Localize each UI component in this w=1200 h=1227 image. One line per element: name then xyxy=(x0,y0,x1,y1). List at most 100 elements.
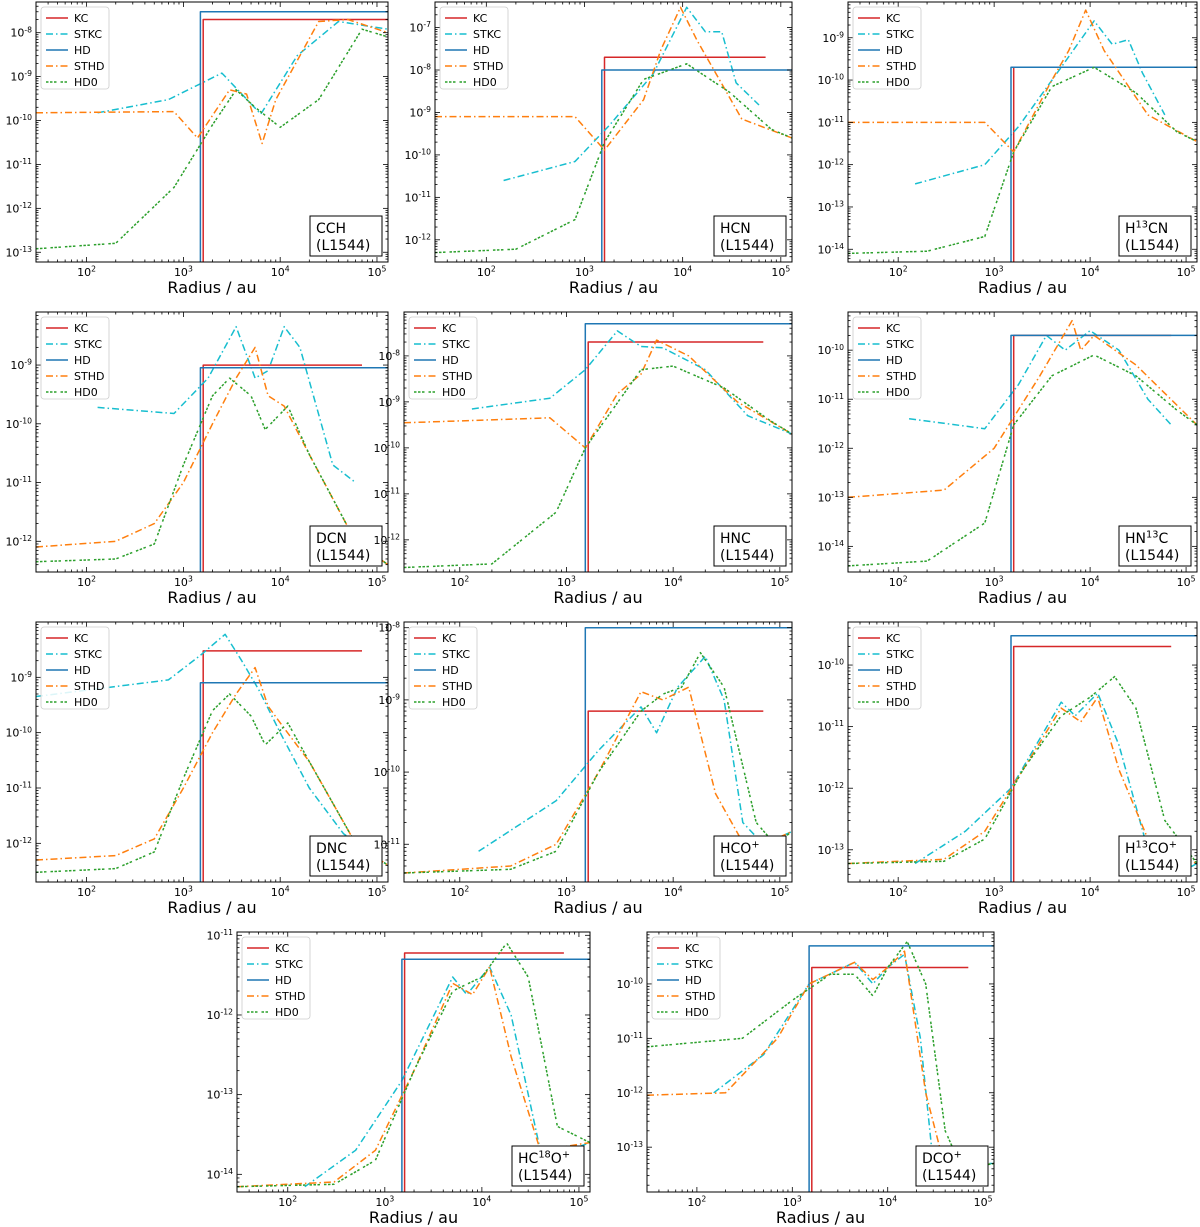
y-tick-label: 10-12​ xyxy=(817,157,844,171)
x-axis-label: Radius / au xyxy=(167,278,256,297)
y-tick-label: 10-13​ xyxy=(817,490,844,504)
y-tick-label: 10-11​ xyxy=(373,837,400,851)
x-tick-label: 104​ xyxy=(271,575,290,589)
x-tick-label: 103​ xyxy=(985,885,1004,899)
legend-label-hd: HD xyxy=(74,354,91,367)
x-tick-label: 105​ xyxy=(1177,265,1196,279)
series-line-hd xyxy=(1010,334,1197,572)
legend-label-kc: KC xyxy=(275,942,290,955)
x-tick-label: 105​ xyxy=(770,575,789,589)
legend-label-kc: KC xyxy=(886,632,901,645)
x-tick-label: 105​ xyxy=(771,265,790,279)
legend-label-hd: HD xyxy=(442,664,459,677)
x-tick-label: 103​ xyxy=(174,575,193,589)
molecule-name: HNC xyxy=(720,531,751,547)
molecule-badge: H13​CO+​(L1544) xyxy=(1118,835,1192,877)
x-tick-label: 103​ xyxy=(174,885,193,899)
y-tick-label: 10-12​ xyxy=(5,201,32,215)
y-tick-label: 10-13​ xyxy=(206,1087,233,1101)
series-group xyxy=(647,940,994,1192)
series-line-kc xyxy=(811,966,969,1192)
molecule-badge: DCN(L1544) xyxy=(309,525,383,567)
source-name: (L1544) xyxy=(720,858,774,874)
x-axis-label: Radius / au xyxy=(978,898,1067,917)
x-tick-label: 105​ xyxy=(368,885,387,899)
x-tick-label: 103​ xyxy=(985,575,1004,589)
legend-label-sthd: STHD xyxy=(442,370,472,383)
x-axis-label: Radius / au xyxy=(369,1208,458,1227)
series-line-stkc xyxy=(713,953,994,1165)
axes-frame xyxy=(35,311,389,573)
series-line-kc xyxy=(603,56,766,262)
x-tick-label: 105​ xyxy=(368,575,387,589)
legend-label-sthd: STHD xyxy=(74,680,104,693)
x-tick-label: 103​ xyxy=(174,265,193,279)
source-name: (L1544) xyxy=(316,548,370,564)
x-tick-label: 104​ xyxy=(271,885,290,899)
series-line-stkc xyxy=(471,330,792,435)
legend-label-hd: HD xyxy=(886,354,903,367)
x-axis-label: Radius / au xyxy=(167,898,256,917)
axes-frame xyxy=(403,311,793,573)
x-tick-label: 102​ xyxy=(450,885,469,899)
y-tick-label: 10-11​ xyxy=(5,781,32,795)
x-axis-label: Radius / au xyxy=(978,278,1067,297)
molecule-name: DCN xyxy=(316,531,347,547)
series-line-stkc xyxy=(914,692,1197,876)
legend-label-kc: KC xyxy=(685,942,700,955)
series-line-sthd xyxy=(36,18,388,145)
molecule-badge: H13​CN(L1544) xyxy=(1118,215,1192,257)
y-tick-label: 10-7​ xyxy=(409,20,431,34)
source-name: (L1544) xyxy=(1125,858,1179,874)
axes-frame xyxy=(847,621,1198,883)
y-tick-label: 10-12​ xyxy=(817,441,844,455)
series-line-stkc xyxy=(36,633,388,866)
legend: KC STKC HD STHD HD0 xyxy=(852,6,922,90)
panel-10: 102​ 103​ 104​ 105​ 10-14​ 10-13​ 10-12​ 10-11​… xyxy=(206,928,591,1227)
legend-label-kc: KC xyxy=(473,12,488,25)
x-tick-label: 105​ xyxy=(368,265,387,279)
y-tick-label: 10-9​ xyxy=(10,69,32,83)
y-tick-label: 10-11​ xyxy=(817,392,844,406)
series-line-hd xyxy=(808,945,994,1192)
x-axis-label: Radius / au xyxy=(776,1208,865,1227)
x-tick-label: 104​ xyxy=(664,575,683,589)
legend-label-stkc: STKC xyxy=(886,338,914,351)
legend: KC STKC HD STHD HD0 xyxy=(408,316,478,400)
source-name: (L1544) xyxy=(1125,548,1179,564)
y-tick-label: 10-14​ xyxy=(206,1167,233,1181)
series-line-hd0 xyxy=(404,651,792,874)
legend-label-stkc: STKC xyxy=(886,648,914,661)
molecule-badge: CCH(L1544) xyxy=(309,215,383,257)
molecule-badge: HC18​O+​(L1544) xyxy=(511,1145,585,1187)
x-tick-label: 104​ xyxy=(1081,575,1100,589)
series-line-kc xyxy=(202,18,388,262)
legend: KC STKC HD STHD HD0 xyxy=(40,316,110,400)
y-tick-label: 10-12​ xyxy=(206,1008,233,1022)
series-line-hd xyxy=(401,958,590,1192)
panel-7: 102​ 103​ 104​ 105​ 10-12​ 10-11​ 10-10​ 10-9​ R… xyxy=(5,621,389,917)
molecule-name: HCO+​ xyxy=(720,839,760,857)
axes-frame xyxy=(403,621,793,883)
series-line-sthd xyxy=(848,319,1197,499)
y-tick-label: 10-10​ xyxy=(5,725,32,739)
series-line-sthd xyxy=(36,346,388,566)
molecule-badge: HCO+​(L1544) xyxy=(713,835,787,877)
legend-label-hd0: HD0 xyxy=(442,696,466,709)
x-tick-label: 105​ xyxy=(1177,885,1196,899)
x-axis-label: Radius / au xyxy=(978,588,1067,607)
y-tick-label: 10-10​ xyxy=(373,440,400,454)
y-tick-label: 10-12​ xyxy=(5,836,32,850)
axes-frame xyxy=(35,621,389,883)
legend-label-sthd: STHD xyxy=(74,60,104,73)
x-tick-label: 104​ xyxy=(1081,265,1100,279)
panel-6: 102​ 103​ 104​ 105​ 10-14​ 10-13​ 10-12​ 10-11​… xyxy=(817,311,1198,607)
x-tick-label: 102​ xyxy=(77,265,96,279)
y-tick-label: 10-10​ xyxy=(616,977,643,991)
x-tick-label: 105​ xyxy=(770,885,789,899)
legend-label-kc: KC xyxy=(442,322,457,335)
legend-label-stkc: STKC xyxy=(74,28,102,41)
y-tick-label: 10-11​ xyxy=(817,115,844,129)
x-tick-label: 103​ xyxy=(575,265,594,279)
x-axis-label: Radius / au xyxy=(569,278,658,297)
